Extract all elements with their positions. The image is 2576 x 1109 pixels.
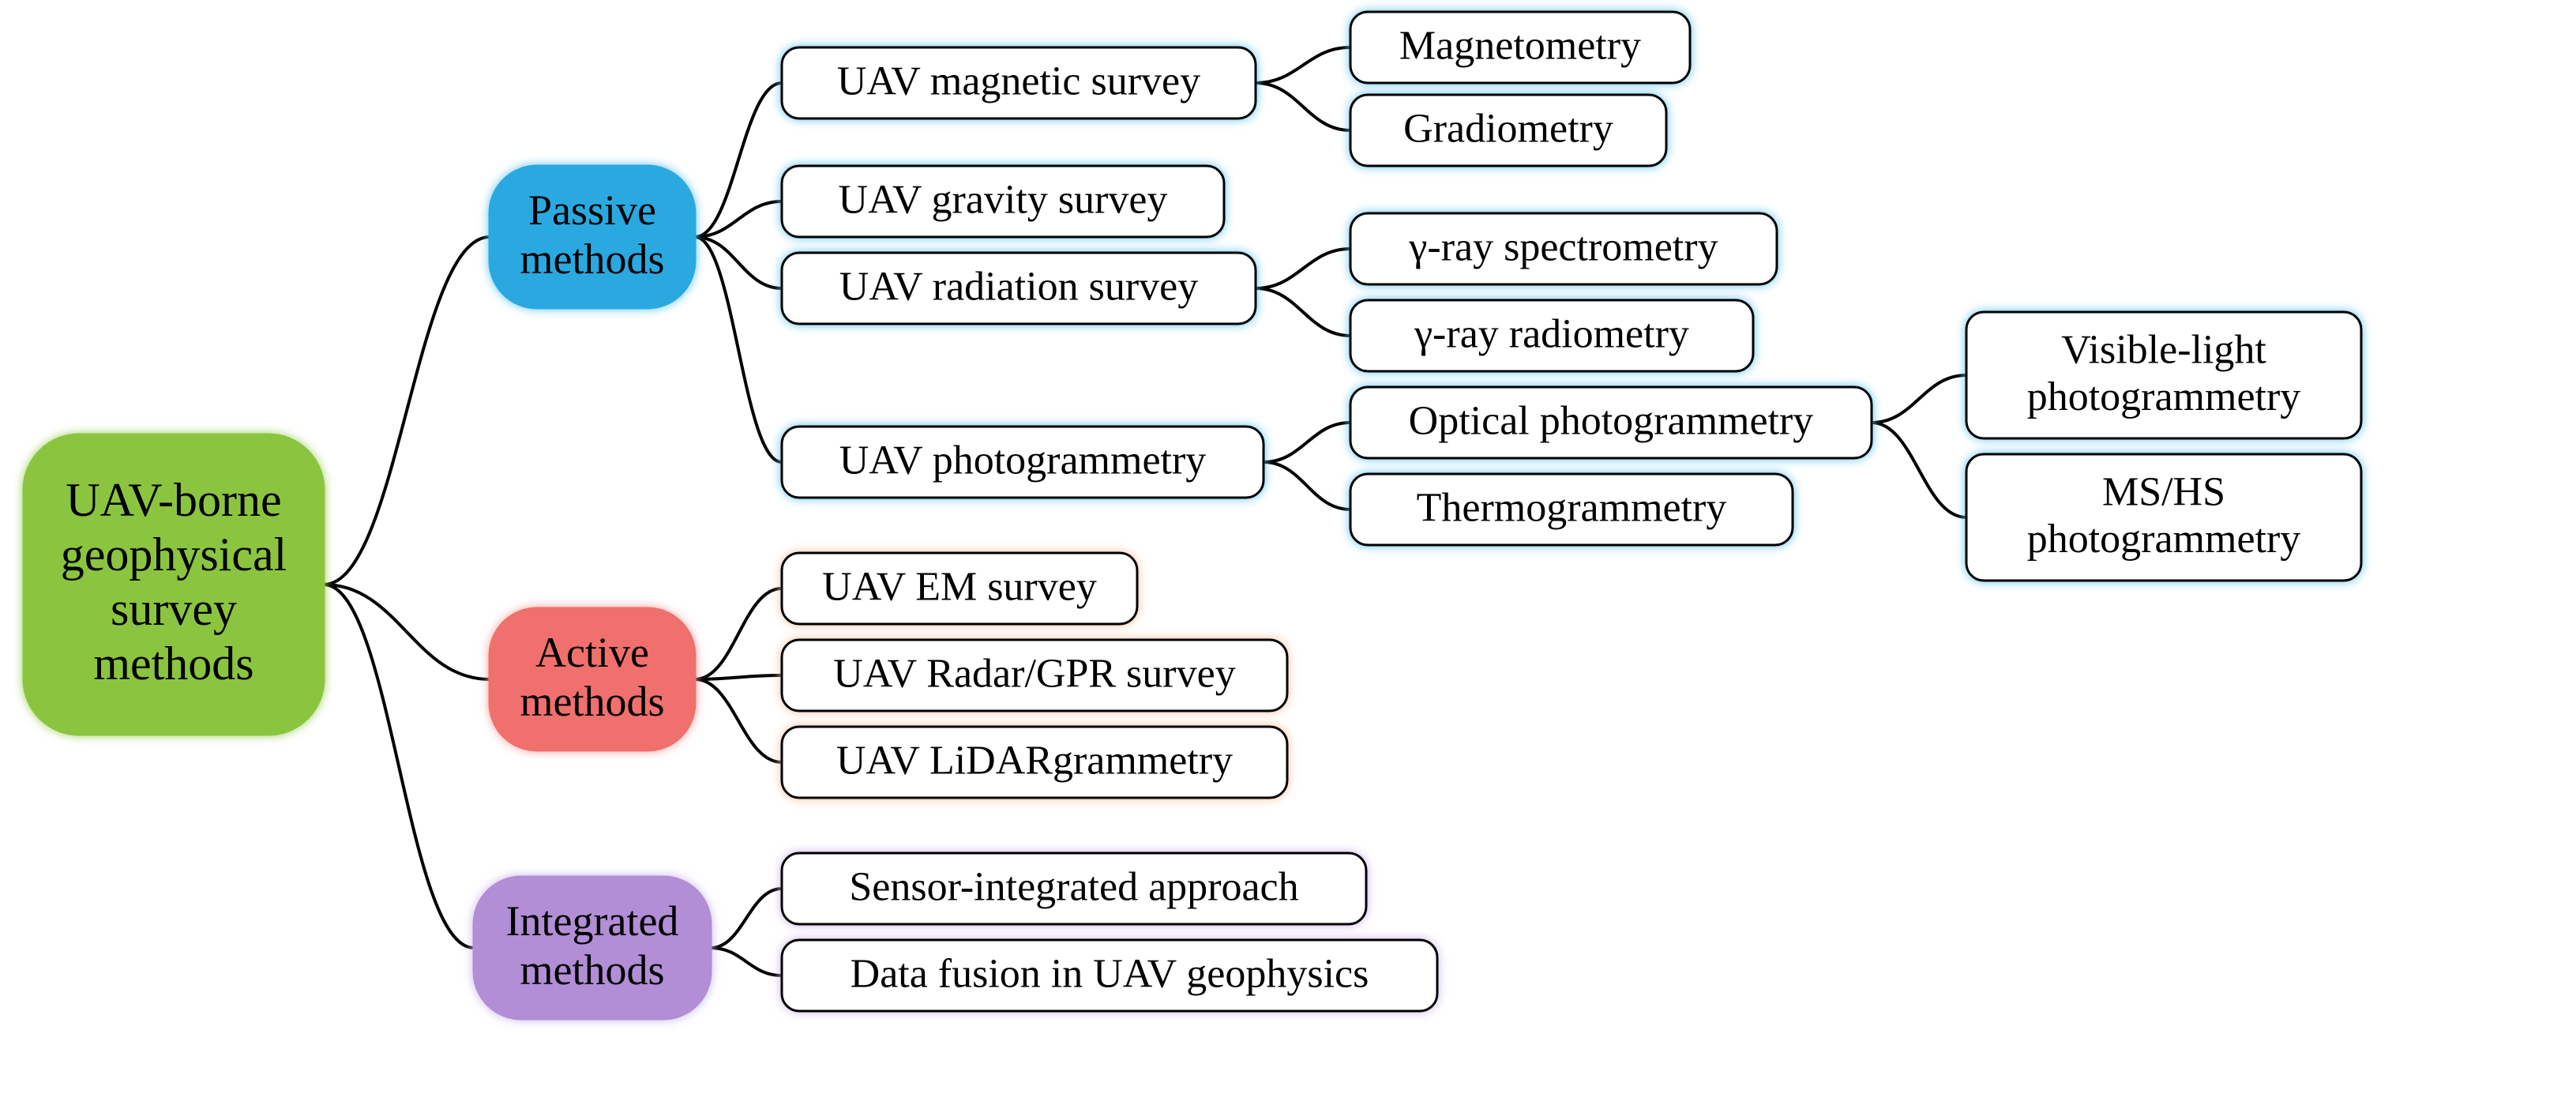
node-radar-line0: UAV Radar/GPR survey bbox=[833, 651, 1235, 696]
edge-radiation-gamma_spec bbox=[1256, 249, 1350, 288]
edge-active-lidar bbox=[695, 679, 782, 762]
node-gravity-line0: UAV gravity survey bbox=[839, 177, 1168, 222]
edge-active-em bbox=[695, 588, 782, 679]
node-root: UAV-bornegeophysicalsurveymethods bbox=[24, 434, 324, 735]
node-gamma_radio-line0: γ-ray radiometry bbox=[1414, 311, 1689, 356]
edge-passive-magnetic bbox=[695, 83, 782, 237]
edge-root-integrated bbox=[324, 585, 474, 948]
node-radar: UAV Radar/GPR survey bbox=[782, 640, 1287, 711]
edge-optical-mshs bbox=[1872, 423, 1966, 517]
node-passive-line0: Passive bbox=[528, 186, 656, 234]
node-visible-line0: Visible-light bbox=[2061, 327, 2266, 372]
node-thermo-line0: Thermogrammetry bbox=[1417, 485, 1727, 530]
diagram-canvas: UAV-bornegeophysicalsurveymethodsPassive… bbox=[0, 0, 2576, 1109]
node-passive-line1: methods bbox=[520, 235, 665, 283]
node-sensor_int: Sensor-integrated approach bbox=[782, 853, 1366, 924]
node-magnetic: UAV magnetic survey bbox=[782, 47, 1256, 118]
node-optical: Optical photogrammetry bbox=[1350, 387, 1872, 458]
node-root-line2: survey bbox=[111, 583, 237, 635]
node-mshs-line1: photogrammetry bbox=[2027, 517, 2301, 562]
node-data_fusion: Data fusion in UAV geophysics bbox=[782, 940, 1437, 1011]
edge-radiation-gamma_radio bbox=[1256, 288, 1350, 336]
node-root-line1: geophysical bbox=[61, 528, 287, 581]
node-mshs: MS/HSphotogrammetry bbox=[1966, 454, 2361, 581]
edge-root-passive bbox=[324, 237, 490, 585]
node-visible-line1: photogrammetry bbox=[2027, 374, 2301, 419]
node-integrated: Integratedmethods bbox=[474, 877, 711, 1019]
node-gradiometry-line0: Gradiometry bbox=[1403, 106, 1613, 151]
edge-passive-photogrammetry bbox=[695, 237, 782, 462]
edge-magnetic-magnetometry bbox=[1256, 47, 1350, 83]
node-em: UAV EM survey bbox=[782, 553, 1137, 624]
edge-integrated-sensor_int bbox=[711, 889, 782, 948]
edge-root-active bbox=[324, 585, 490, 679]
edge-photogrammetry-optical bbox=[1264, 423, 1350, 462]
node-magnetometry: Magnetometry bbox=[1350, 12, 1690, 83]
node-gamma_radio: γ-ray radiometry bbox=[1350, 300, 1753, 371]
node-active-line1: methods bbox=[520, 678, 665, 725]
node-optical-line0: Optical photogrammetry bbox=[1409, 398, 1814, 443]
node-em-line0: UAV EM survey bbox=[822, 564, 1097, 609]
edge-photogrammetry-thermo bbox=[1264, 462, 1350, 509]
edge-optical-visible bbox=[1872, 375, 1966, 423]
node-integrated-line1: methods bbox=[520, 946, 665, 994]
node-lidar-line0: UAV LiDARgrammetry bbox=[836, 738, 1233, 783]
node-gamma_spec: γ-ray spectrometry bbox=[1350, 213, 1777, 284]
node-radiation-line0: UAV radiation survey bbox=[839, 264, 1198, 309]
edge-integrated-data_fusion bbox=[711, 948, 782, 976]
node-integrated-line0: Integrated bbox=[506, 897, 679, 945]
node-root-line3: methods bbox=[93, 637, 253, 690]
node-gravity: UAV gravity survey bbox=[782, 166, 1224, 237]
node-active-line0: Active bbox=[535, 629, 649, 676]
node-visible: Visible-lightphotogrammetry bbox=[1966, 312, 2361, 438]
node-radiation: UAV radiation survey bbox=[782, 253, 1256, 324]
node-passive: Passivemethods bbox=[490, 166, 695, 308]
node-data_fusion-line0: Data fusion in UAV geophysics bbox=[851, 951, 1369, 996]
node-magnetic-line0: UAV magnetic survey bbox=[837, 58, 1200, 103]
node-gamma_spec-line0: γ-ray spectrometry bbox=[1408, 224, 1718, 269]
node-mshs-line0: MS/HS bbox=[2102, 469, 2225, 514]
node-photogrammetry: UAV photogrammetry bbox=[782, 427, 1264, 498]
node-active: Activemethods bbox=[490, 608, 695, 750]
nodes-layer: UAV-bornegeophysicalsurveymethodsPassive… bbox=[24, 12, 2361, 1019]
node-thermo: Thermogrammetry bbox=[1350, 474, 1793, 545]
edge-magnetic-gradiometry bbox=[1256, 83, 1350, 130]
node-root-line0: UAV-borne bbox=[66, 474, 281, 526]
node-magnetometry-line0: Magnetometry bbox=[1399, 23, 1641, 68]
node-sensor_int-line0: Sensor-integrated approach bbox=[849, 864, 1298, 909]
node-photogrammetry-line0: UAV photogrammetry bbox=[839, 438, 1207, 483]
node-lidar: UAV LiDARgrammetry bbox=[782, 727, 1287, 798]
node-gradiometry: Gradiometry bbox=[1350, 95, 1666, 166]
